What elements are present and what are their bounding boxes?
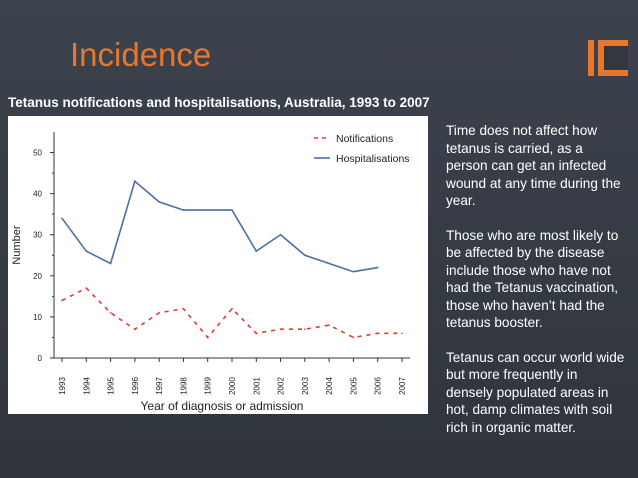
data-point-hospitalisations [158,201,160,203]
data-point-notifications [158,312,160,314]
x-tick-label: 1995 [107,377,116,395]
x-tick-label: 2005 [349,377,358,395]
data-point-notifications [401,332,403,335]
paragraph-carriage: Time does not affect how tetanus is carr… [446,123,621,208]
logo-bracket-icon [598,40,628,76]
data-point-notifications [279,328,282,331]
paragraph-geography: Tetanus can occur world wide but more fr… [446,349,625,435]
x-tick-label: 2004 [325,377,334,395]
x-tick-label: 2002 [277,377,286,395]
chart-subtitle: Tetanus notifications and hospitalisatio… [8,95,430,110]
data-point-hospitalisations [134,180,136,183]
legend-label: Hospitalisations [336,153,410,165]
data-point-notifications [85,287,88,289]
x-axis-title: Year of diagnosis or admission [141,399,304,413]
series-line-notifications [61,287,402,339]
x-tick-label: 1993 [58,377,67,395]
logo-bar-icon [588,40,594,76]
data-point-notifications [134,328,136,331]
legend-label: Notifications [336,133,393,145]
data-point-hospitalisations [255,250,258,252]
x-tick-label: 1996 [131,377,140,395]
data-point-notifications [61,299,63,302]
x-tick-label: 2006 [374,377,383,395]
data-point-hospitalisations [352,270,355,273]
data-point-notifications [182,307,185,310]
x-tick-label: 2000 [228,377,237,395]
x-tick-label: 1997 [155,377,164,395]
x-tick-label: 2003 [301,377,310,395]
data-point-notifications [231,307,233,310]
series-line-hospitalisations [61,179,378,273]
data-point-hospitalisations [85,250,88,252]
y-axis-title: Number [11,225,23,264]
description-text: Time does not affect how tetanus is carr… [446,122,628,453]
line-chart: 0 10 20 30 40 50 1993 1994 1995 1996 1997 1998 1999 2… [11,132,410,413]
y-tick-label: 20 [33,272,42,281]
x-tick-label: 2007 [398,377,407,395]
data-point-notifications [255,332,258,335]
data-point-notifications [376,332,379,335]
chart-panel: 0 10 20 30 40 50 1993 1994 1995 1996 1997 1998 1999 2… [8,116,428,414]
data-point-hospitalisations [109,262,112,265]
x-tick-label: 1998 [179,377,188,395]
y-tick-label: 0 [38,354,43,363]
data-point-hospitalisations [304,254,306,257]
data-point-notifications [206,336,209,339]
y-tick-label: 10 [33,313,42,322]
data-point-notifications [304,328,306,331]
slide-title: Incidence [70,36,212,73]
data-point-hospitalisations [279,233,282,236]
y-tick-label: 30 [33,231,42,240]
data-point-hospitalisations [376,266,379,269]
data-point-notifications [109,312,112,314]
data-point-hospitalisations [61,217,63,220]
y-tick-label: 40 [33,190,42,199]
data-point-hospitalisations [182,209,185,211]
x-tick-label: 2001 [252,377,261,395]
y-tick-label: 50 [33,149,42,158]
data-point-notifications [328,324,330,326]
data-point-hospitalisations [231,209,233,211]
x-tick-label: 1994 [82,377,91,395]
x-tick-label: 1999 [204,377,213,395]
data-point-notifications [352,336,355,339]
data-point-hospitalisations [328,262,330,265]
paragraph-risk-groups: Those who are most likely to be affected… [446,227,619,331]
data-point-hospitalisations [206,209,209,211]
